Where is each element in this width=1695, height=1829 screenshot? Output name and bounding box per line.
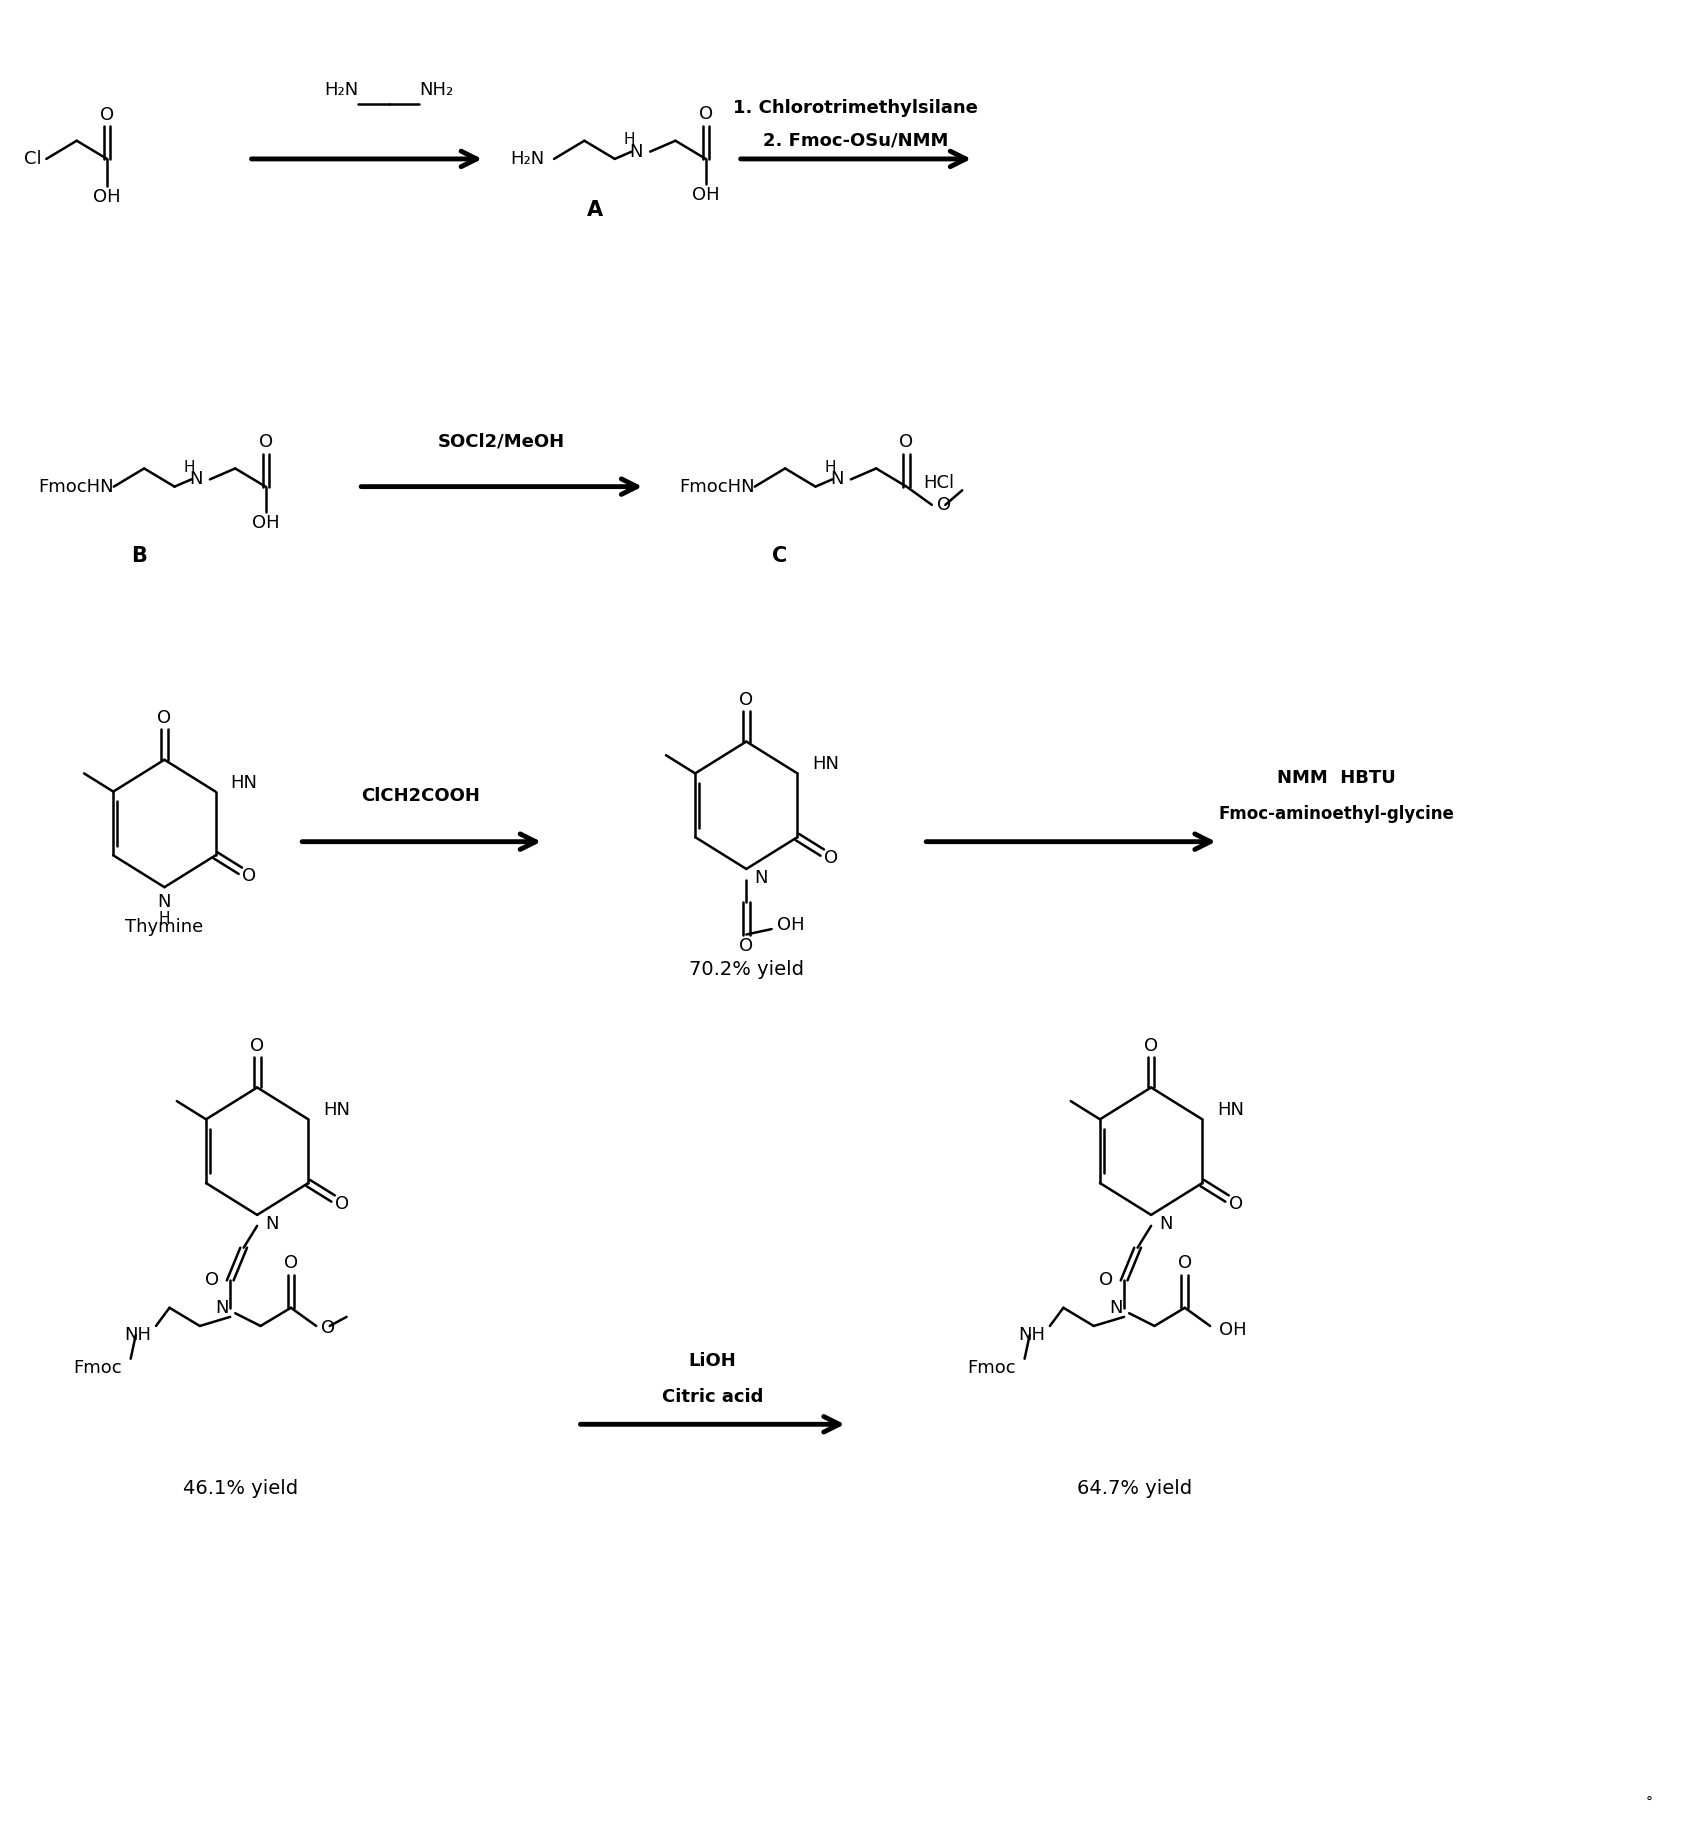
Text: OH: OH	[93, 188, 120, 207]
Text: O: O	[1144, 1037, 1158, 1055]
Text: Fmoc-aminoethyl-glycine: Fmoc-aminoethyl-glycine	[1219, 805, 1454, 823]
Text: O: O	[158, 710, 171, 726]
Text: N: N	[188, 470, 202, 488]
Text: O: O	[336, 1194, 349, 1213]
Text: H: H	[159, 911, 170, 925]
Text: Fmoc: Fmoc	[968, 1359, 1017, 1377]
Text: 70.2% yield: 70.2% yield	[688, 960, 803, 979]
Text: N: N	[754, 869, 768, 887]
Text: Thymine: Thymine	[125, 918, 203, 936]
Text: H₂N: H₂N	[510, 150, 544, 168]
Text: O: O	[739, 691, 753, 708]
Text: N: N	[266, 1214, 280, 1233]
Text: HN: HN	[1217, 1101, 1244, 1119]
Text: H: H	[824, 461, 836, 476]
Text: N: N	[831, 470, 844, 488]
Text: O: O	[205, 1271, 219, 1289]
Text: NH₂: NH₂	[419, 80, 453, 99]
Text: NMM  HBTU: NMM HBTU	[1278, 768, 1397, 786]
Text: N: N	[629, 143, 642, 161]
Text: H: H	[624, 132, 636, 148]
Text: 2. Fmoc-OSu/NMM: 2. Fmoc-OSu/NMM	[763, 132, 949, 150]
Text: O: O	[698, 106, 714, 123]
Text: B: B	[131, 545, 147, 565]
Text: O: O	[824, 849, 837, 867]
Text: NH: NH	[124, 1326, 151, 1344]
Text: OH: OH	[1219, 1321, 1246, 1339]
Text: O: O	[739, 936, 753, 955]
Text: 64.7% yield: 64.7% yield	[1076, 1478, 1192, 1498]
Text: N: N	[215, 1299, 229, 1317]
Text: O: O	[100, 106, 114, 124]
Text: H₂N: H₂N	[324, 80, 358, 99]
Text: O: O	[322, 1319, 336, 1337]
Text: LiOH: LiOH	[688, 1352, 736, 1370]
Text: NH: NH	[1017, 1326, 1044, 1344]
Text: Citric acid: Citric acid	[661, 1388, 763, 1407]
Text: N: N	[1109, 1299, 1122, 1317]
Text: OH: OH	[692, 187, 720, 205]
Text: O: O	[1178, 1255, 1192, 1273]
Text: H: H	[183, 461, 195, 476]
Text: °: °	[1646, 1796, 1653, 1811]
Text: HN: HN	[324, 1101, 349, 1119]
Text: O: O	[937, 496, 951, 514]
Text: O: O	[283, 1255, 298, 1273]
Text: HN: HN	[812, 755, 839, 774]
Text: O: O	[242, 867, 256, 885]
Text: N: N	[158, 893, 171, 911]
Text: FmocHN: FmocHN	[678, 477, 754, 496]
Text: C: C	[773, 545, 788, 565]
Text: SOCl2/MeOH: SOCl2/MeOH	[439, 432, 566, 450]
Text: FmocHN: FmocHN	[37, 477, 114, 496]
Text: HCl: HCl	[924, 474, 954, 492]
Text: O: O	[1098, 1271, 1114, 1289]
Text: OH: OH	[253, 514, 280, 532]
Text: N: N	[1159, 1214, 1173, 1233]
Text: HN: HN	[231, 774, 258, 792]
Text: 46.1% yield: 46.1% yield	[183, 1478, 298, 1498]
Text: O: O	[251, 1037, 264, 1055]
Text: Cl: Cl	[24, 150, 41, 168]
Text: O: O	[1229, 1194, 1242, 1213]
Text: 1. Chlorotrimethylsilane: 1. Chlorotrimethylsilane	[734, 99, 978, 117]
Text: OH: OH	[776, 916, 805, 935]
Text: O: O	[259, 433, 273, 452]
Text: Fmoc: Fmoc	[73, 1359, 122, 1377]
Text: A: A	[586, 199, 602, 219]
Text: O: O	[900, 433, 914, 452]
Text: ClCH2COOH: ClCH2COOH	[361, 786, 480, 805]
